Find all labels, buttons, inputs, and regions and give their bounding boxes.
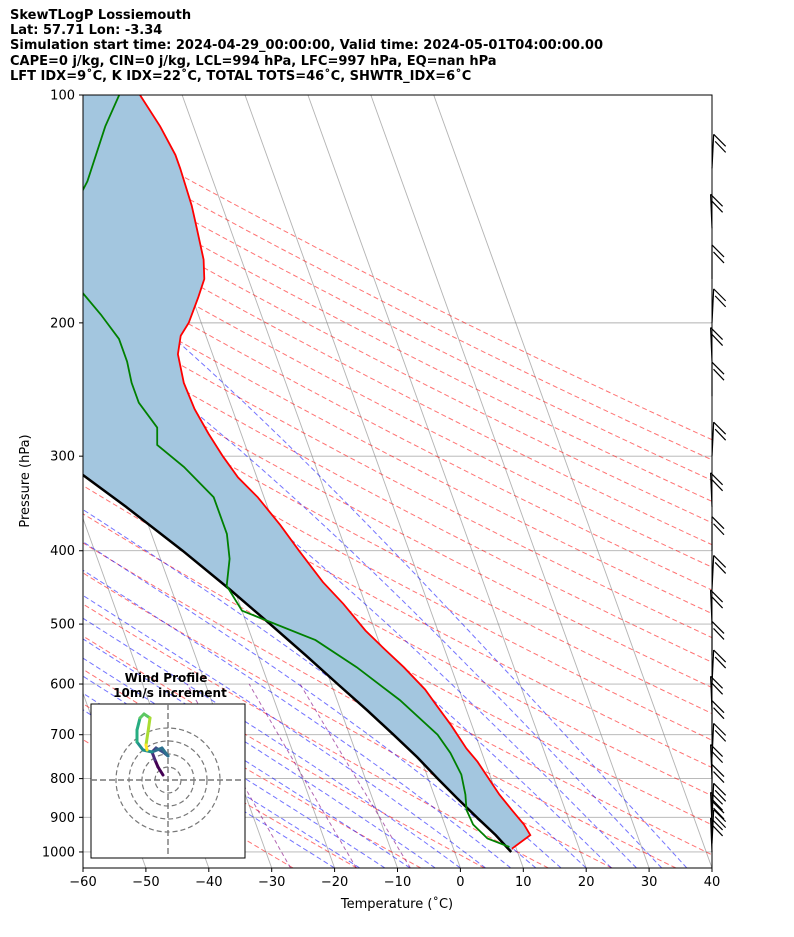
hodograph-subtitle: 10m/s increment xyxy=(113,686,227,700)
x-tick-label: 40 xyxy=(704,875,721,890)
dry-adiabat-line xyxy=(83,572,613,868)
chart-title-block: SkewTLogP Lossiemouth Lat: 57.71 Lon: -3… xyxy=(10,8,603,84)
wind-barb xyxy=(711,809,727,844)
moist-adiabat-line xyxy=(83,675,386,868)
chart-title-cape-indices: CAPE=0 j/kg, CIN=0 j/kg, LCL=994 hPa, LF… xyxy=(10,53,497,69)
dry-adiabat-line xyxy=(83,178,712,502)
x-tick-label: 20 xyxy=(578,875,595,890)
isotherm-line xyxy=(433,95,712,868)
dry-adiabat-line xyxy=(83,603,549,868)
dry-adiabat-line xyxy=(83,379,712,715)
parcel-shading xyxy=(83,95,531,852)
wind-barb xyxy=(710,327,724,362)
wind-barb xyxy=(711,722,727,758)
dry-adiabat-line xyxy=(83,457,712,797)
hodograph-trace-segment xyxy=(144,730,150,747)
y-tick-label: 500 xyxy=(50,618,75,633)
y-tick-label: 700 xyxy=(50,728,75,743)
dry-adiabat-line xyxy=(83,241,712,568)
x-tick-label: −50 xyxy=(132,875,159,890)
mixing-ratio-line xyxy=(186,683,292,868)
hodograph-trace-segment xyxy=(135,716,142,732)
chart-title-times: Simulation start time: 2024-04-29_00:00:… xyxy=(10,38,603,54)
wind-barb xyxy=(711,649,727,685)
y-tick-label: 900 xyxy=(50,811,75,826)
hodograph-trace-segment xyxy=(146,716,152,734)
moist-adiabat-line xyxy=(83,260,688,868)
moist-adiabat-line xyxy=(83,594,486,868)
moist-adiabat-line xyxy=(83,541,537,868)
x-tick-label: −30 xyxy=(258,875,285,890)
hodograph-trace-segment xyxy=(135,740,145,752)
wind-barb xyxy=(710,472,724,507)
wind-barb xyxy=(711,361,725,397)
isotherm-line xyxy=(370,95,650,868)
chart-title-station: SkewTLogP Lossiemouth xyxy=(10,8,192,23)
chart-title-location: Lat: 57.71 Lon: -3.34 xyxy=(10,23,163,39)
isotherm-line xyxy=(83,866,84,868)
chart-axes: −60 −50 −40 −30 −20 −10 0 10 20 30 40 100 200 300 400 5… xyxy=(42,89,720,891)
parcel-profile-line xyxy=(83,473,513,853)
hodograph-title: Wind Profile xyxy=(125,671,208,685)
x-axis-label: Temperature (˚C) xyxy=(340,896,453,912)
wind-barb xyxy=(711,244,725,279)
dry-adiabat-line xyxy=(83,139,712,461)
y-tick-label: 200 xyxy=(50,316,75,331)
wind-barb xyxy=(711,621,725,656)
x-tick-label: 30 xyxy=(641,875,658,890)
hodograph-trace-segment xyxy=(160,746,170,758)
wind-barb xyxy=(711,288,727,323)
moist-adiabat-line xyxy=(83,692,361,868)
dry-adiabat-line xyxy=(83,703,358,868)
y-tick-label: 1000 xyxy=(42,845,75,860)
wind-barb xyxy=(711,782,727,818)
wind-barb xyxy=(711,133,727,169)
dry-adiabat-line xyxy=(83,542,677,868)
x-tick-label: 0 xyxy=(456,875,464,890)
x-tick-label: 10 xyxy=(515,875,532,890)
wind-barb xyxy=(711,421,727,457)
moist-adiabat-line xyxy=(83,569,512,868)
hodograph-trace-segment xyxy=(150,746,164,754)
y-tick-label: 400 xyxy=(50,544,75,559)
profile-lines xyxy=(83,95,532,853)
x-tick-label: −40 xyxy=(195,875,222,890)
y-tick-label: 100 xyxy=(50,89,75,104)
x-tick-label: −60 xyxy=(69,875,96,890)
isotherm-line xyxy=(244,95,524,868)
dry-adiabat-line xyxy=(83,285,712,615)
moist-adiabat-line xyxy=(83,380,637,868)
moist-adiabat-line xyxy=(83,657,411,868)
wind-barb xyxy=(711,555,727,590)
chart-title-stability-indices: LFT IDX=9˚C, K IDX=22˚C, TOTAL TOTS=46˚C… xyxy=(10,68,472,84)
wind-barb xyxy=(711,516,725,551)
moist-adiabat-line xyxy=(83,617,461,868)
temperature-profile-line xyxy=(139,95,532,850)
moist-adiabat-line xyxy=(83,638,436,868)
dry-adiabat-line xyxy=(83,307,712,639)
wind-barbs xyxy=(710,133,727,852)
x-tick-label: −10 xyxy=(384,875,411,890)
mixing-ratio-line xyxy=(299,683,411,868)
dewpoint-profile-line xyxy=(83,95,510,848)
x-tick-label: −20 xyxy=(321,875,348,890)
hodograph-trace-segment xyxy=(144,743,149,752)
mixing-ratio-line xyxy=(248,683,357,868)
y-tick-label: 600 xyxy=(50,678,75,693)
hodograph-trace-segment xyxy=(156,765,165,777)
y-axis-label: Pressure (hPa) xyxy=(18,434,33,527)
moist-adiabat-line xyxy=(83,324,663,868)
cin-cape-shading xyxy=(83,95,531,852)
y-tick-label: 800 xyxy=(50,772,75,787)
wind-barb xyxy=(710,193,724,229)
wind-barb xyxy=(710,589,724,625)
dry-adiabat-line xyxy=(83,199,712,524)
y-tick-label: 300 xyxy=(50,450,75,465)
